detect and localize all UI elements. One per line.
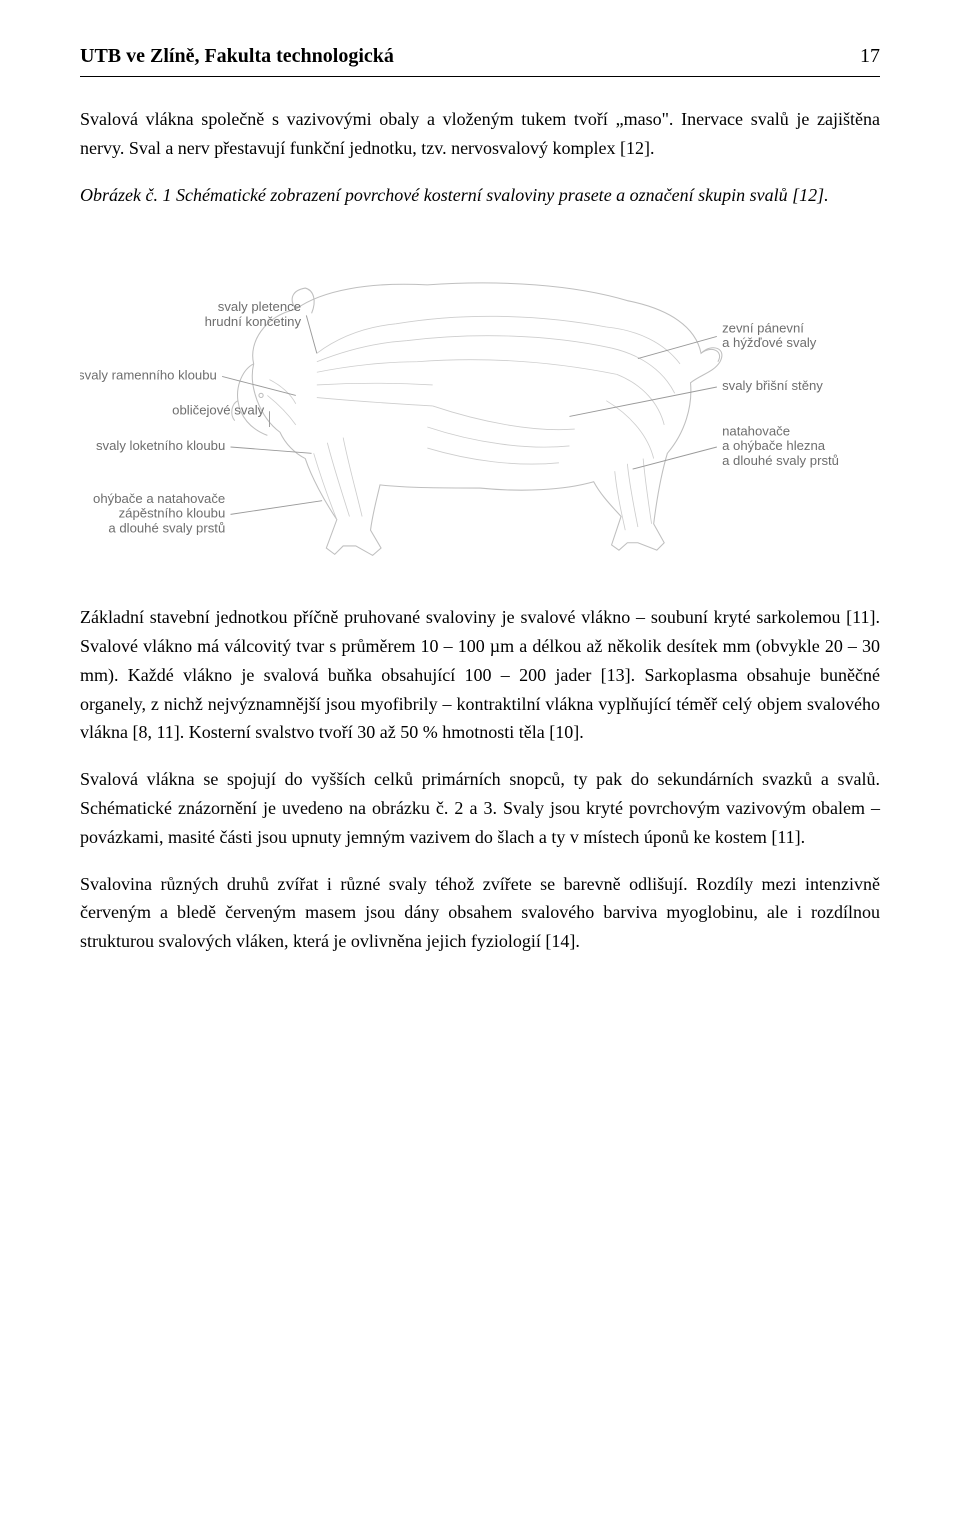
paragraph-structure: Základní stavební jednotkou příčně pruho… bbox=[80, 603, 880, 747]
svg-text:natahovačea ohýbače hleznaa dl: natahovačea ohýbače hleznaa dlouhé svaly… bbox=[722, 424, 839, 468]
page-number: 17 bbox=[860, 40, 880, 72]
svg-text:svaly ramenního kloubu: svaly ramenního kloubu bbox=[80, 368, 217, 383]
svg-text:svaly pletencehrudní končetiny: svaly pletencehrudní končetiny bbox=[205, 300, 302, 330]
pig-anatomy-svg: svaly pletencehrudní končetiny svaly rame… bbox=[80, 227, 880, 585]
svg-text:zevní pánevnía hýžďové svaly: zevní pánevnía hýžďové svaly bbox=[722, 321, 817, 351]
svg-text:svaly loketního kloubu: svaly loketního kloubu bbox=[96, 439, 225, 454]
svg-text:obličejové svaly: obličejové svaly bbox=[172, 403, 264, 418]
svg-text:ohýbače a natahovačezápěstního: ohýbače a natahovačezápěstního kloubua d… bbox=[93, 491, 225, 535]
svg-text:svaly břišní stěny: svaly břišní stěny bbox=[722, 379, 823, 394]
paragraph-color: Svalovina různých druhů zvířat i různé s… bbox=[80, 870, 880, 956]
figure-pig-muscles: svaly pletencehrudní končetiny svaly rame… bbox=[80, 227, 880, 585]
institution-title: UTB ve Zlíně, Fakulta technologická bbox=[80, 40, 394, 72]
paragraph-intro: Svalová vlákna společně s vazivovými oba… bbox=[80, 105, 880, 163]
paragraph-bundles: Svalová vlákna se spojují do vyšších cel… bbox=[80, 765, 880, 851]
figure-caption: Obrázek č. 1 Schématické zobrazení povrc… bbox=[80, 181, 880, 210]
page-header: UTB ve Zlíně, Fakulta technologická 17 bbox=[80, 40, 880, 77]
